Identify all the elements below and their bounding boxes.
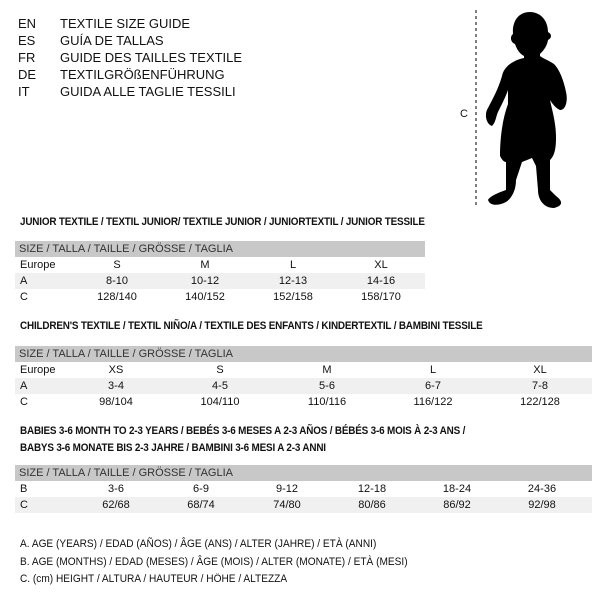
table-cell: 62/68	[102, 499, 130, 511]
lang-code: DE	[18, 67, 37, 82]
table-cell: 18-24	[442, 483, 472, 495]
table-row: B 3-6 6-9 9-12 12-18 18-24 24-36	[15, 481, 592, 497]
row-label: Europe	[20, 259, 56, 271]
table-row: Europe XS S M L XL	[15, 362, 592, 378]
table-cell: 12-18	[357, 483, 387, 495]
table-cell: M	[322, 364, 332, 376]
junior-size-table: SIZE / TALLA / TAILLE / GRÖSSE / TAGLIA E…	[15, 241, 425, 305]
table-cell: 92/98	[528, 499, 556, 511]
table-cell: 152/158	[273, 291, 313, 303]
table-cell: 128/140	[97, 291, 137, 303]
table-cell: 140/152	[185, 291, 225, 303]
table-row: C 128/140 140/152 152/158 158/170	[15, 289, 425, 305]
table-cell: 14-16	[366, 275, 396, 287]
table-cell: 110/116	[307, 396, 347, 408]
table-cell: L	[289, 259, 297, 271]
title-fr: FR GUIDE DES TAILLES TEXTILE	[18, 49, 242, 66]
title-text: GUÍA DE TALLAS	[60, 33, 164, 48]
table-row: C 98/104 104/110 110/116 116/122 122/128	[15, 394, 592, 410]
size-header-row: SIZE / TALLA / TAILLE / GRÖSSE / TAGLIA	[15, 346, 592, 362]
table-cell: M	[200, 259, 210, 271]
row-label: B	[20, 483, 28, 495]
legend-b: B. AGE (MONTHS) / EDAD (MESES) / ÂGE (MO…	[20, 556, 408, 568]
table-cell: 12-13	[278, 275, 308, 287]
lang-code: ES	[18, 33, 36, 48]
table-cell: 24-36	[527, 483, 557, 495]
table-cell: XL	[374, 259, 388, 271]
row-label: C	[20, 499, 28, 511]
row-label: C	[20, 291, 28, 303]
row-label: C	[20, 396, 28, 408]
title-text: GUIDA ALLE TAGLIE TESSILI	[60, 84, 236, 99]
table-cell: 3-6	[108, 483, 124, 495]
table-row: A 3-4 4-5 5-6 6-7 7-8	[15, 378, 592, 394]
table-cell: 104/110	[200, 396, 240, 408]
table-cell: 5-6	[319, 380, 335, 392]
row-label: Europe	[20, 364, 56, 376]
table-cell: 98/104	[99, 396, 133, 408]
title-en: EN TEXTILE SIZE GUIDE	[18, 15, 190, 32]
table-cell: S	[216, 364, 224, 376]
table-row: C 62/68 68/74 74/80 80/86 86/92 92/98	[15, 497, 592, 513]
title-text: TEXTILE SIZE GUIDE	[60, 16, 191, 31]
table-cell: 10-12	[190, 275, 220, 287]
table-cell: XL	[533, 364, 547, 376]
junior-section-title: JUNIOR TEXTILE / TEXTIL JUNIOR/ TEXTILE …	[20, 216, 425, 228]
table-cell: 122/128	[520, 396, 560, 408]
table-cell: 8-10	[105, 275, 129, 287]
title-es: ES GUÍA DE TALLAS	[18, 32, 164, 49]
table-cell: 4-5	[212, 380, 228, 392]
title-de: DE TEXTILGRÖßENFÜHRUNG	[18, 66, 225, 83]
child-height-figure: C	[440, 0, 600, 215]
table-cell: 3-4	[108, 380, 124, 392]
table-row: Europe S M L XL	[15, 257, 425, 273]
babies-section-title-line2: BABYS 3-6 MONATE BIS 2-3 JAHRE / BAMBINI…	[20, 442, 326, 454]
legend-c: C. (cm) HEIGHT / ALTURA / HAUTEUR / HÖHE…	[20, 573, 288, 585]
title-text: TEXTILGRÖßENFÜHRUNG	[60, 67, 225, 82]
title-text: GUIDE DES TAILLES TEXTILE	[60, 50, 243, 65]
table-cell: XS	[108, 364, 124, 376]
row-label: A	[20, 380, 28, 392]
height-measure-label: C	[460, 108, 468, 120]
child-silhouette-icon	[475, 10, 567, 208]
babies-section-title: BABIES 3-6 MONTH TO 2-3 YEARS / BEBÉS 3-…	[20, 425, 466, 437]
table-cell: 74/80	[273, 499, 301, 511]
row-label: A	[20, 275, 28, 287]
table-cell: 6-9	[193, 483, 209, 495]
table-cell: 68/74	[187, 499, 215, 511]
size-header-row: SIZE / TALLA / TAILLE / GRÖSSE / TAGLIA	[15, 241, 425, 257]
table-cell: L	[429, 364, 437, 376]
table-cell: 158/170	[361, 291, 401, 303]
lang-code: IT	[18, 84, 30, 99]
babies-size-table: SIZE / TALLA / TAILLE / GRÖSSE / TAGLIA B…	[15, 465, 592, 513]
legend-a: A. AGE (YEARS) / EDAD (AÑOS) / ÂGE (ANS)…	[20, 538, 377, 550]
table-cell: 80/86	[358, 499, 386, 511]
table-cell: 7-8	[532, 380, 548, 392]
table-cell: 9-12	[275, 483, 299, 495]
children-section-title: CHILDREN'S TEXTILE / TEXTIL NIÑO/A / TEX…	[20, 320, 483, 332]
title-it: IT GUIDA ALLE TAGLIE TESSILI	[18, 83, 236, 100]
children-size-table: SIZE / TALLA / TAILLE / GRÖSSE / TAGLIA E…	[15, 346, 592, 410]
size-header-row: SIZE / TALLA / TAILLE / GRÖSSE / TAGLIA	[15, 465, 592, 481]
table-row: A 8-10 10-12 12-13 14-16	[15, 273, 425, 289]
table-cell: 116/122	[413, 396, 453, 408]
table-cell: 6-7	[425, 380, 441, 392]
lang-code: EN	[18, 16, 37, 31]
lang-code: FR	[18, 50, 36, 65]
table-cell: 86/92	[443, 499, 471, 511]
table-cell: S	[113, 259, 121, 271]
